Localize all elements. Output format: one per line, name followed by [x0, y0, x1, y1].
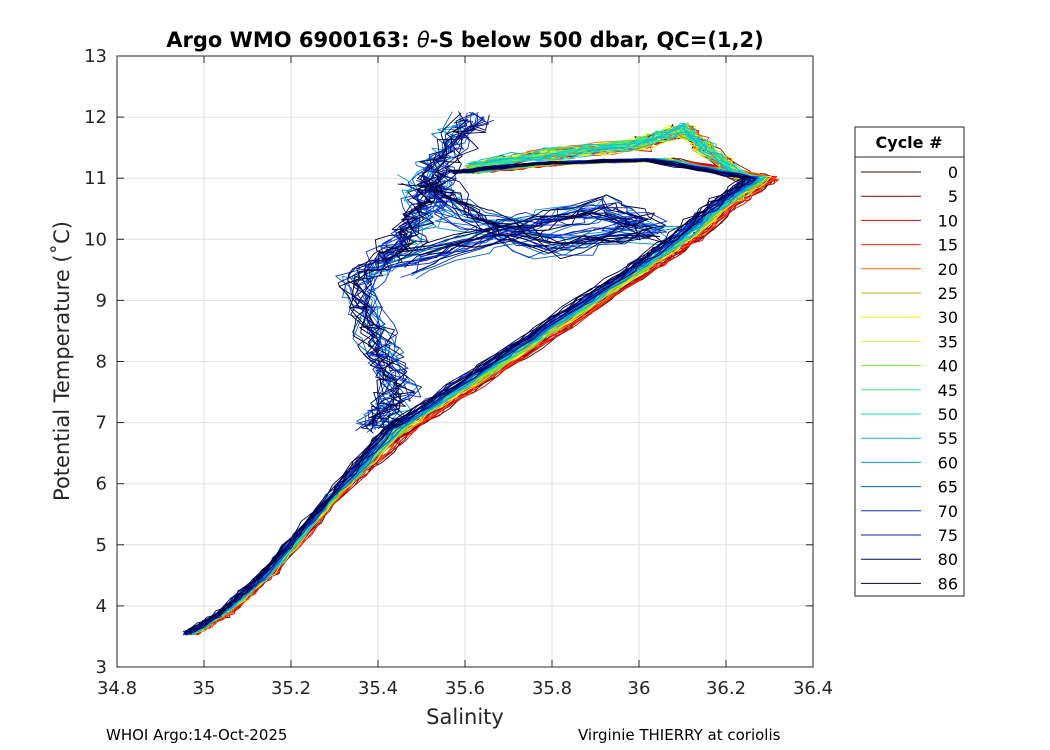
y-tick-label: 5: [96, 535, 107, 556]
profile-line: [397, 183, 664, 255]
profile-line: [387, 182, 649, 254]
chart-title-theta: θ: [417, 28, 430, 52]
y-axis-label: Potential Temperature (˚C): [50, 221, 74, 501]
profile-line: [338, 111, 468, 430]
chart-title: Argo WMO 6900163: θ-S below 500 dbar, QC…: [166, 28, 763, 52]
chart-title-prefix: Argo WMO 6900163:: [166, 28, 417, 52]
x-tick-label: 36.4: [793, 678, 833, 699]
legend-label: 60: [938, 453, 958, 472]
profile-line: [352, 114, 490, 427]
x-tick-label: 35.8: [532, 678, 572, 699]
y-tick-label: 7: [96, 413, 107, 434]
legend-label: 10: [938, 211, 958, 230]
legend-label: 35: [938, 332, 958, 351]
y-tick-label: 9: [96, 290, 107, 311]
profile-line: [397, 175, 654, 262]
profiles: [182, 111, 780, 636]
y-tick-label: 3: [96, 657, 107, 678]
legend-label: 70: [938, 502, 958, 521]
y-tick-label: 4: [96, 596, 107, 617]
profile-line: [387, 171, 651, 260]
x-tick-label: 36.2: [706, 678, 746, 699]
profile-line: [465, 122, 748, 184]
y-tick-label: 6: [96, 474, 107, 495]
legend-label: 55: [938, 429, 958, 448]
x-tick-label: 34.8: [97, 678, 137, 699]
y-tick-label: 12: [84, 107, 107, 128]
profile-line: [483, 128, 749, 184]
x-tick-label: 35.2: [271, 678, 311, 699]
y-tick-label: 10: [84, 229, 107, 250]
x-tick-label: 36: [628, 678, 651, 699]
legend: Cycle # 0 5 10 15 20 25 30 35 40 45 50 55 60 65 70 75 80…: [854, 126, 965, 597]
legend-label: 15: [938, 236, 958, 255]
x-tick-label: 35: [193, 678, 216, 699]
profile-line: [473, 131, 758, 183]
profile-line: [363, 111, 490, 430]
legend-label: 30: [938, 308, 958, 327]
legend-label: 50: [938, 405, 958, 424]
legend-label: 40: [938, 357, 958, 376]
legend-label: 0: [948, 163, 958, 182]
profile-line: [347, 120, 475, 429]
profile-line: [347, 119, 495, 424]
profile-line: [393, 189, 668, 268]
profile-line: [466, 122, 756, 180]
profile-line: [399, 178, 661, 264]
profile-line: [185, 158, 746, 633]
legend-label: 20: [938, 260, 958, 279]
profile-line: [351, 120, 486, 434]
legend-box: [854, 126, 965, 597]
x-tick-label: 35.4: [358, 678, 398, 699]
legend-title: Cycle #: [876, 133, 943, 152]
x-axis-label: Salinity: [426, 705, 504, 729]
profile-line: [188, 158, 764, 635]
chart-title-suffix: -S below 500 dbar, QC=(1,2): [430, 28, 764, 52]
legend-entries: 0 5 10 15 20 25 30 35 40 45 50 55 60 65 70 75 80 86: [861, 163, 958, 593]
y-tick-label: 11: [84, 168, 107, 189]
profile-line: [387, 182, 665, 269]
profile-line: [337, 119, 469, 429]
profile-line: [184, 158, 750, 633]
legend-label: 25: [938, 284, 958, 303]
profile-line: [472, 122, 735, 177]
profile-line: [185, 160, 751, 636]
profile-line: [354, 112, 462, 428]
legend-label: 80: [938, 550, 958, 569]
y-tick-label: 13: [84, 46, 107, 67]
axis-ticks: 34.8 35 35.2 35.4 35.6 35.8 36 36.2 36.4 3 4 5 6 7 8 9 1…: [84, 46, 833, 699]
x-tick-label: 35.6: [445, 678, 485, 699]
legend-label: 65: [938, 478, 958, 497]
footer-left: WHOI Argo:14-Oct-2025: [106, 726, 287, 744]
legend-label: 86: [938, 574, 958, 593]
legend-label: 5: [948, 187, 958, 206]
profile-line: [411, 175, 655, 274]
y-tick-label: 8: [96, 352, 107, 373]
legend-label: 75: [938, 526, 958, 545]
footer-right: Virginie THIERRY at coriolis: [578, 726, 781, 744]
legend-label: 45: [938, 381, 958, 400]
